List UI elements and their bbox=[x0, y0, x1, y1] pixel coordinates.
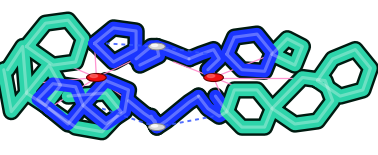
Circle shape bbox=[204, 73, 223, 82]
Circle shape bbox=[87, 73, 106, 82]
Circle shape bbox=[152, 125, 158, 127]
Circle shape bbox=[149, 43, 165, 50]
Circle shape bbox=[90, 74, 98, 78]
Circle shape bbox=[152, 44, 158, 46]
Circle shape bbox=[207, 74, 215, 78]
Circle shape bbox=[149, 124, 165, 131]
